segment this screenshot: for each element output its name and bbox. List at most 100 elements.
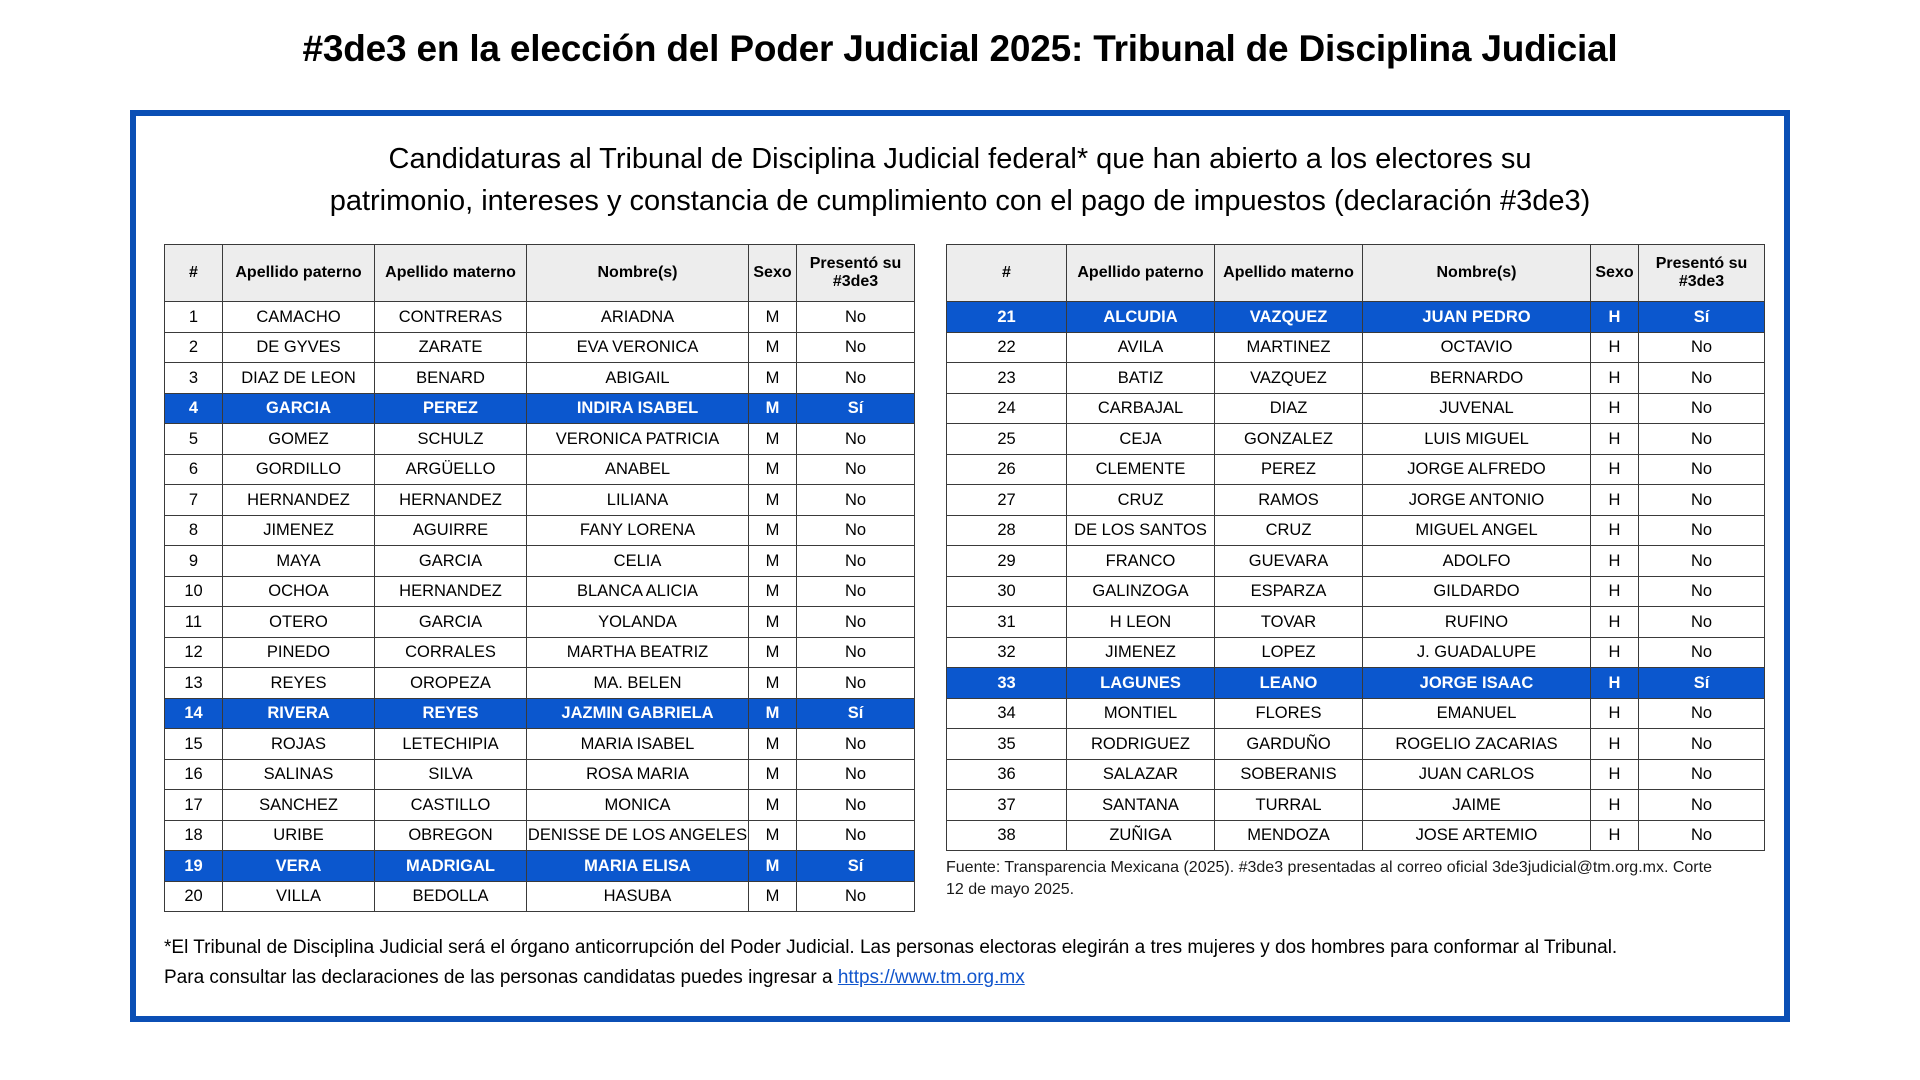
row-cell-nombres: MARIA ELISA [526,850,749,882]
row-cell-sexo: M [748,697,797,729]
row-cell-apellido-paterno: SALINAS [222,758,375,790]
row-cell-apellido-paterno: DE LOS SANTOS [1066,514,1215,546]
row-cell-sexo: H [1590,484,1639,516]
row-cell-apellido-materno: LETECHIPIA [374,728,527,760]
row-cell-sexo: M [748,423,797,455]
row-cell-apellido-paterno: RIVERA [222,697,375,729]
row-cell-num: 2 [164,331,223,363]
table-row: 9 MAYA GARCIA CELIA M No [164,545,915,577]
row-cell-sexo: M [748,545,797,577]
row-cell-apellido-paterno: H LEON [1066,606,1215,638]
row-cell-apellido-materno: ESPARZA [1214,575,1363,607]
row-cell-apellido-materno: PEREZ [1214,453,1363,485]
col-header-nombres: Nombre(s) [1362,244,1591,302]
col-header-presento-3de3: Presentó su #3de3 [1638,244,1765,302]
row-cell-nombres: JUAN PEDRO [1362,301,1591,333]
row-cell-apellido-materno: CONTRERAS [374,301,527,333]
row-cell-nombres: JORGE ANTONIO [1362,484,1591,516]
row-cell-apellido-materno: VAZQUEZ [1214,301,1363,333]
row-cell-apellido-materno: TOVAR [1214,606,1363,638]
row-cell-num: 22 [946,331,1067,363]
row-cell-presento-3de3: No [796,880,915,912]
row-cell-presento-3de3: No [1638,331,1765,363]
row-cell-sexo: H [1590,545,1639,577]
row-cell-apellido-paterno: BATIZ [1066,362,1215,394]
row-cell-apellido-materno: RAMOS [1214,484,1363,516]
row-cell-presento-3de3: No [796,636,915,668]
row-cell-nombres: MIGUEL ANGEL [1362,514,1591,546]
row-cell-nombres: MARTHA BEATRIZ [526,636,749,668]
row-cell-apellido-materno: ZARATE [374,331,527,363]
row-cell-presento-3de3: No [1638,423,1765,455]
row-cell-num: 35 [946,728,1067,760]
table-row: 1 CAMACHO CONTRERAS ARIADNA M No [164,301,915,333]
table-row: 30 GALINZOGA ESPARZA GILDARDO H No [946,575,1765,607]
row-cell-apellido-materno: BENARD [374,362,527,394]
row-cell-nombres: ANABEL [526,453,749,485]
row-cell-apellido-paterno: GORDILLO [222,453,375,485]
row-cell-apellido-paterno: MAYA [222,545,375,577]
table-row: 28 DE LOS SANTOS CRUZ MIGUEL ANGEL H No [946,514,1765,546]
row-cell-apellido-paterno: CLEMENTE [1066,453,1215,485]
footnote-line2: Para consultar las declaraciones de las … [164,963,1744,992]
row-cell-apellido-paterno: SALAZAR [1066,758,1215,790]
row-cell-presento-3de3: No [796,819,915,851]
source-note-line2: 12 de mayo 2025. [946,880,1075,898]
table-row: 14 RIVERA REYES JAZMIN GABRIELA M Sí [164,697,915,729]
row-cell-num: 9 [164,545,223,577]
tm-website-link[interactable]: https://www.tm.org.mx [837,966,1025,988]
row-cell-sexo: M [748,514,797,546]
col-header-num: # [946,244,1067,302]
row-cell-num: 28 [946,514,1067,546]
row-cell-num: 8 [164,514,223,546]
row-cell-presento-3de3: No [796,362,915,394]
row-cell-num: 26 [946,453,1067,485]
row-cell-apellido-materno: FLORES [1214,697,1363,729]
table-body-left: 1 CAMACHO CONTRERAS ARIADNA M No 2 DE GYVES ZARA… [164,301,915,912]
table-row: 29 FRANCO GUEVARA ADOLFO H No [946,545,1765,577]
row-cell-apellido-paterno: FRANCO [1066,545,1215,577]
row-cell-nombres: FANY LORENA [526,514,749,546]
row-cell-num: 24 [946,392,1067,424]
table-row: 3 DIAZ DE LEON BENARD ABIGAIL M No [164,362,915,394]
row-cell-apellido-materno: PEREZ [374,392,527,424]
row-cell-apellido-materno: REYES [374,697,527,729]
table-row: 33 LAGUNES LEANO JORGE ISAAC H Sí [946,667,1765,699]
row-cell-sexo: M [748,758,797,790]
row-cell-presento-3de3: No [796,575,915,607]
row-cell-num: 10 [164,575,223,607]
table-header-right: # Apellido paterno Apellido materno Nomb… [946,244,1765,302]
row-cell-nombres: JOSE ARTEMIO [1362,819,1591,851]
row-cell-apellido-paterno: GARCIA [222,392,375,424]
row-cell-apellido-paterno: PINEDO [222,636,375,668]
row-cell-apellido-paterno: DE GYVES [222,331,375,363]
table-header-row: # Apellido paterno Apellido materno Nomb… [164,244,915,302]
table-row: 6 GORDILLO ARGÜELLO ANABEL M No [164,453,915,485]
col-header-apellido-paterno: Apellido paterno [222,244,375,302]
row-cell-num: 27 [946,484,1067,516]
row-cell-presento-3de3: No [1638,362,1765,394]
row-cell-sexo: M [748,667,797,699]
row-cell-presento-3de3: No [1638,728,1765,760]
table-row: 2 DE GYVES ZARATE EVA VERONICA M No [164,331,915,363]
col-header-presento-line1: Presentó su [809,255,902,273]
row-cell-nombres: ROGELIO ZACARIAS [1362,728,1591,760]
row-cell-num: 18 [164,819,223,851]
row-cell-apellido-paterno: CRUZ [1066,484,1215,516]
row-cell-apellido-materno: AGUIRRE [374,514,527,546]
table-row: 18 URIBE OBREGON DENISSE DE LOS ANGELES M No [164,819,915,851]
row-cell-nombres: J. GUADALUPE [1362,636,1591,668]
row-cell-apellido-paterno: LAGUNES [1066,667,1215,699]
row-cell-num: 11 [164,606,223,638]
table-row: 25 CEJA GONZALEZ LUIS MIGUEL H No [946,423,1765,455]
row-cell-apellido-materno: HERNANDEZ [374,484,527,516]
row-cell-apellido-materno: MARTINEZ [1214,331,1363,363]
col-header-presento-3de3: Presentó su #3de3 [796,244,915,302]
table-row: 5 GOMEZ SCHULZ VERONICA PATRICIA M No [164,423,915,455]
row-cell-nombres: MONICA [526,789,749,821]
row-cell-num: 6 [164,453,223,485]
row-cell-num: 12 [164,636,223,668]
row-cell-sexo: M [748,636,797,668]
row-cell-presento-3de3: No [1638,789,1765,821]
